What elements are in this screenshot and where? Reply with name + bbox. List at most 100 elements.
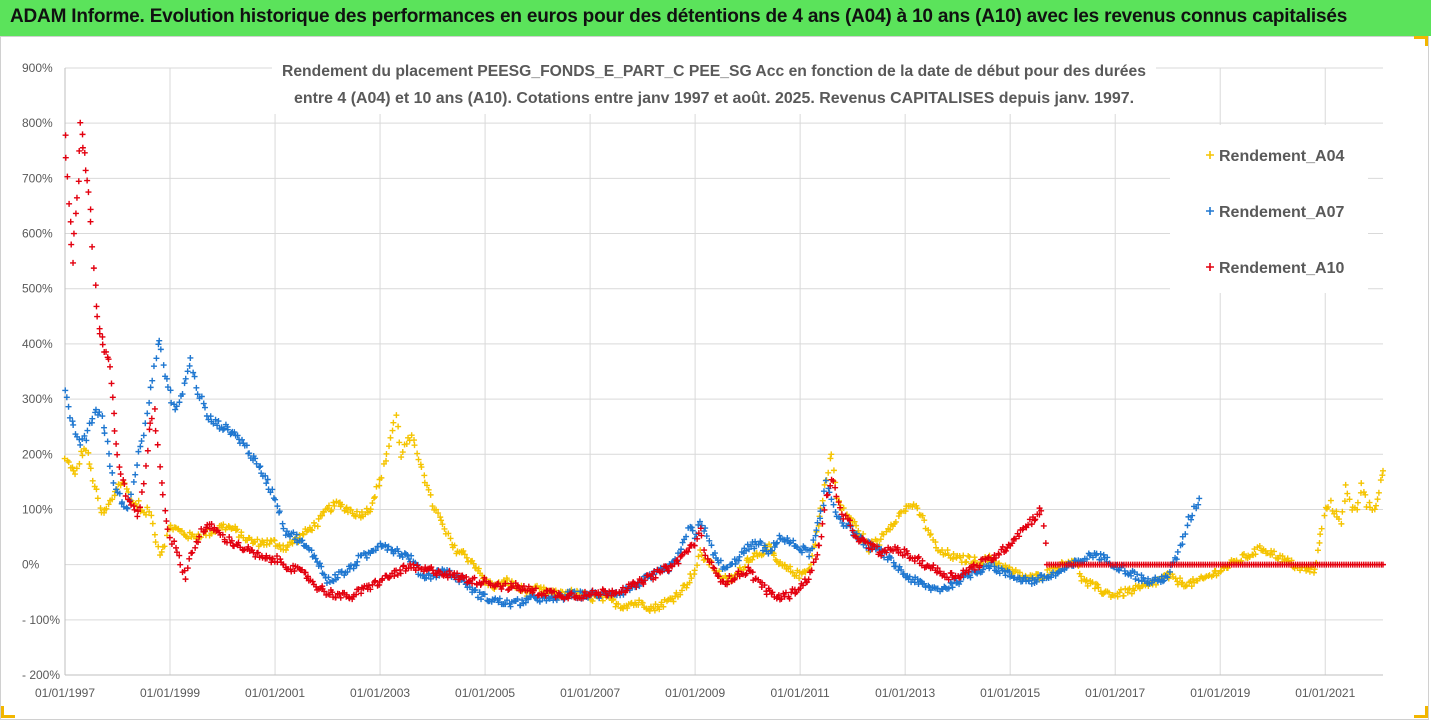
point-rendement-a07 (156, 337, 163, 344)
point-rendement-a07 (160, 362, 167, 369)
point-rendement-a04 (646, 607, 653, 614)
point-rendement-a07 (425, 572, 432, 579)
x-tick-label: 01/01/2019 (1190, 686, 1250, 700)
point-rendement-a07 (272, 496, 279, 503)
point-rendement-a10 (463, 573, 470, 580)
point-rendement-a07 (164, 384, 171, 391)
point-rendement-a04 (1106, 589, 1113, 596)
point-rendement-a04 (1342, 481, 1349, 488)
point-rendement-a04 (1314, 547, 1321, 554)
point-rendement-a10 (94, 313, 101, 320)
point-rendement-a10 (830, 478, 837, 485)
point-rendement-a04 (694, 562, 701, 569)
point-rendement-a07 (231, 429, 238, 436)
point-rendement-a10 (745, 564, 752, 571)
point-rendement-a04 (470, 560, 477, 567)
point-rendement-a04 (1318, 525, 1325, 532)
point-rendement-a10 (786, 595, 793, 602)
point-rendement-a04 (830, 467, 837, 474)
point-rendement-a07 (1152, 574, 1159, 581)
legend-marker (1206, 263, 1214, 271)
point-rendement-a07 (312, 555, 319, 562)
point-rendement-a07 (832, 509, 839, 516)
point-rendement-a10 (634, 579, 641, 586)
point-rendement-a04 (1202, 574, 1209, 581)
point-rendement-a04 (770, 552, 777, 559)
point-rendement-a07 (62, 387, 69, 394)
point-rendement-a10 (833, 493, 840, 500)
point-rendement-a04 (944, 547, 951, 554)
point-rendement-a04 (927, 531, 934, 538)
point-rendement-a04 (624, 605, 631, 612)
point-rendement-a07 (1104, 554, 1111, 561)
point-rendement-a07 (144, 410, 151, 417)
point-rendement-a04 (1327, 497, 1334, 504)
point-rendement-a07 (83, 437, 90, 444)
point-rendement-a10 (73, 194, 80, 201)
point-rendement-a04 (670, 598, 677, 605)
point-rendement-a10 (581, 588, 588, 595)
point-rendement-a10 (1031, 517, 1038, 524)
point-rendement-a07 (773, 540, 780, 547)
point-rendement-a07 (810, 537, 817, 544)
point-rendement-a07 (781, 538, 788, 545)
point-rendement-a10 (697, 525, 704, 532)
point-rendement-a10 (111, 410, 118, 417)
point-rendement-a10 (454, 570, 461, 577)
point-rendement-a10 (704, 555, 711, 562)
point-rendement-a07 (678, 546, 685, 553)
point-rendement-a07 (253, 460, 260, 467)
point-rendement-a10 (691, 542, 698, 549)
point-rendement-a10 (711, 565, 718, 572)
point-rendement-a10 (659, 568, 666, 575)
point-rendement-a07 (149, 377, 156, 384)
point-rendement-a10-flat (1378, 561, 1385, 568)
point-rendement-a10 (589, 587, 596, 594)
point-rendement-a10 (96, 325, 103, 332)
point-rendement-a07 (736, 553, 743, 560)
point-rendement-a04 (1341, 498, 1348, 505)
report-banner: ADAM Informe. Evolution historique des p… (0, 0, 1431, 36)
point-rendement-a07 (157, 346, 164, 353)
legend-marker (1206, 151, 1214, 159)
point-rendement-a07 (735, 557, 742, 564)
point-rendement-a04 (1371, 506, 1378, 513)
point-rendement-a07 (817, 515, 824, 522)
point-rendement-a07 (274, 503, 281, 510)
point-rendement-a10 (970, 561, 977, 568)
point-rendement-a10 (208, 521, 215, 528)
point-rendement-a04 (669, 595, 676, 602)
point-rendement-a10 (353, 591, 360, 598)
point-rendement-a04 (282, 546, 289, 553)
point-rendement-a07 (256, 464, 263, 471)
point-rendement-a04 (1117, 586, 1124, 593)
point-rendement-a04 (94, 495, 101, 502)
point-rendement-a04 (414, 450, 421, 457)
point-rendement-a10 (685, 548, 692, 555)
point-rendement-a07 (163, 375, 170, 382)
point-rendement-a04 (383, 450, 390, 457)
chart-title-background (272, 56, 1156, 114)
point-rendement-a10 (66, 200, 73, 207)
point-rendement-a04 (1321, 512, 1328, 519)
point-rendement-a07 (798, 549, 805, 556)
point-rendement-a07 (323, 580, 330, 587)
point-rendement-a07 (214, 422, 221, 429)
point-rendement-a10 (68, 241, 75, 248)
point-rendement-a04 (72, 471, 79, 478)
point-rendement-a07 (906, 573, 913, 580)
point-rendement-a10 (1004, 544, 1011, 551)
y-tick-label: 0% (22, 558, 40, 572)
point-rendement-a10 (726, 572, 733, 579)
point-rendement-a04 (146, 508, 153, 515)
y-tick-label: 100% (22, 502, 53, 516)
point-rendement-a04 (390, 419, 397, 426)
point-rendement-a04 (1306, 568, 1313, 575)
point-rendement-a04 (972, 557, 979, 564)
point-rendement-a04 (73, 465, 80, 472)
point-rendement-a04 (157, 552, 164, 559)
point-rendement-a07 (372, 547, 379, 554)
point-rendement-a10 (70, 230, 77, 237)
point-rendement-a07 (1097, 551, 1104, 558)
point-rendement-a10 (75, 178, 82, 185)
